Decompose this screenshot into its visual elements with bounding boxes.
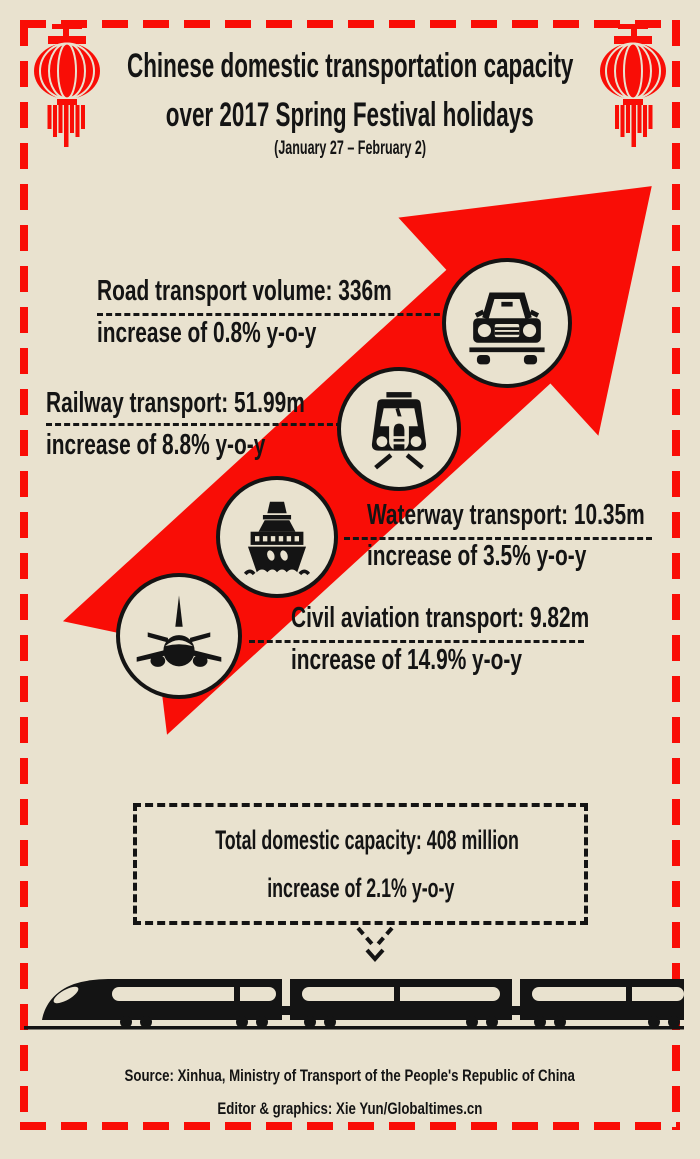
lantern-icon	[34, 24, 100, 147]
stat-aviation-line1: Civil aviation transport: 9.82m	[291, 602, 590, 634]
page-title-line2: over 2017 Spring Festival holidays	[166, 96, 534, 134]
waterway-icon-circle	[216, 476, 338, 598]
page-title-line1: Chinese domestic transportation capacity	[126, 47, 574, 85]
ship-icon	[243, 501, 311, 576]
connector-railway	[46, 423, 342, 426]
road-icon-circle	[442, 258, 572, 388]
total-line2: increase of 2.1% y-o-y	[266, 873, 455, 903]
stat-aviation-line2: increase of 14.9% y-o-y	[291, 644, 522, 676]
editor-credit: Editor & graphics: Xie Yun/Globaltimes.c…	[217, 1099, 483, 1118]
page-subtitle: (January 27 – February 2)	[274, 138, 426, 159]
source-credit: Source: Xinhua, Ministry of Transport of…	[124, 1066, 576, 1085]
callout-pointer-icon	[356, 927, 394, 963]
connector-road	[97, 313, 449, 316]
frame-border-bottom	[20, 1122, 680, 1130]
stat-road-line2: increase of 0.8% y-o-y	[97, 317, 317, 349]
high-speed-train-icon	[24, 979, 684, 1030]
connector-waterway	[344, 537, 652, 540]
stat-railway-line1: Railway transport: 51.99m	[46, 387, 305, 419]
stat-waterway-line1: Waterway transport: 10.35m	[367, 499, 645, 531]
train-icon	[371, 392, 427, 470]
total-capacity-box: Total domestic capacity: 408 million inc…	[133, 803, 588, 925]
frame-border-right	[672, 20, 680, 1130]
lantern-icon	[600, 24, 666, 147]
stat-road-line1: Road transport volume: 336m	[97, 275, 392, 307]
railway-icon-circle	[337, 367, 461, 491]
stat-waterway-line2: increase of 3.5% y-o-y	[367, 540, 587, 572]
aviation-icon-circle	[116, 573, 242, 699]
frame-border-left	[20, 20, 28, 1130]
stat-railway-line2: increase of 8.8% y-o-y	[46, 429, 266, 461]
car-icon	[469, 292, 545, 365]
frame-border-top	[20, 20, 680, 28]
plane-icon	[136, 595, 222, 667]
connector-aviation	[249, 640, 584, 643]
total-line1: Total domestic capacity: 408 million	[215, 825, 519, 855]
